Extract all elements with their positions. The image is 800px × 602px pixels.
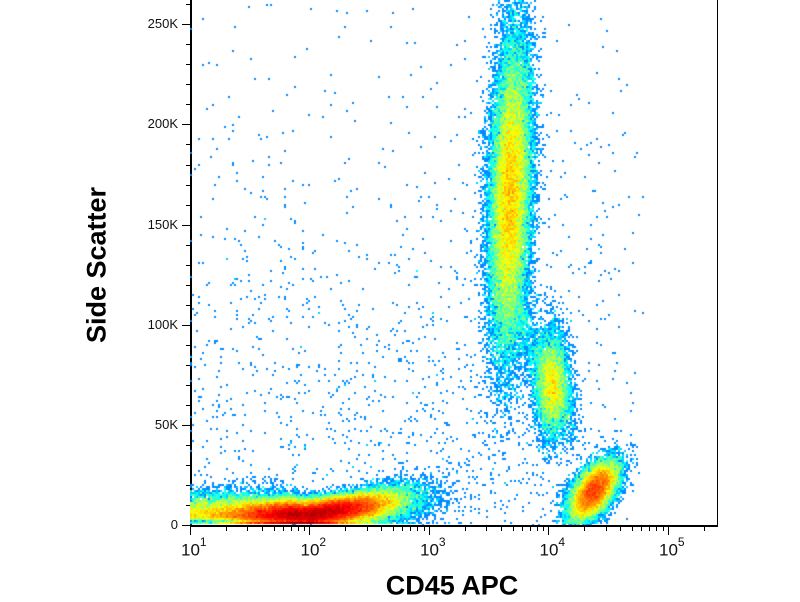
axis-tick [186, 344, 190, 346]
x-tick-exponent: 5 [677, 535, 685, 549]
x-tick-base: 10 [300, 540, 320, 560]
axis-tick [393, 527, 395, 531]
axis-tick [290, 527, 292, 531]
axis-tick [186, 284, 190, 286]
axis-tick [186, 504, 190, 506]
axis-tick [261, 527, 263, 531]
axis-tick [186, 384, 190, 386]
axis-tick [186, 404, 190, 406]
axis-tick [345, 527, 347, 531]
axis-tick [273, 527, 275, 531]
x-tick-base: 10 [181, 540, 200, 560]
axis-tick [500, 527, 502, 531]
axis-tick [662, 527, 664, 531]
axis-tick [182, 424, 190, 426]
axis-tick [620, 527, 622, 531]
axis-tick [464, 527, 466, 531]
axis-tick [186, 264, 190, 266]
axis-tick [529, 527, 531, 531]
x-tick-base: 10 [419, 540, 439, 560]
axis-tick [186, 84, 190, 86]
axis-tick [247, 527, 248, 531]
axis-tick [632, 527, 633, 531]
axis-tick [402, 527, 404, 531]
x-tick-exponent: 1 [199, 535, 207, 549]
x-tick-exponent: 3 [438, 535, 446, 549]
axis-tick [366, 527, 368, 531]
axis-tick [410, 527, 412, 531]
axis-tick [667, 527, 669, 535]
axis-tick [543, 527, 545, 531]
axis-tick [186, 104, 190, 106]
y-tick-label: 200K [147, 116, 178, 132]
axis-tick [512, 527, 514, 531]
axis-tick [536, 527, 538, 531]
axis-tick [225, 527, 227, 531]
x-axis-title: CD45 APC [385, 570, 519, 601]
x-tick-exponent: 4 [558, 535, 566, 549]
x-tick-label: 105 [658, 535, 685, 561]
axis-tick [703, 527, 705, 531]
axis-tick [417, 527, 419, 531]
axis-tick [186, 4, 190, 6]
x-tick-label: 104 [539, 535, 566, 561]
axis-tick [656, 527, 658, 531]
x-tick-label: 103 [419, 535, 446, 561]
axis-tick [186, 484, 190, 486]
y-tick-label: 100K [147, 316, 178, 332]
y-tick-label: 250K [147, 16, 178, 32]
axis-tick [186, 464, 190, 466]
y-tick-label: 50K [154, 416, 178, 432]
x-tick-label: 101 [181, 535, 207, 561]
axis-tick [186, 144, 190, 146]
axis-tick [423, 527, 425, 531]
axis-tick [186, 444, 190, 446]
axis-tick [182, 525, 190, 526]
axis-tick [584, 527, 586, 531]
axis-tick [309, 527, 311, 535]
y-tick-label: 0 [170, 517, 178, 532]
y-tick-label: 150K [147, 216, 178, 232]
axis-tick [282, 527, 284, 531]
axis-tick [186, 204, 190, 206]
axis-tick [186, 44, 190, 46]
axis-tick [186, 164, 190, 166]
axis-tick [521, 527, 523, 531]
x-tick-base: 10 [539, 540, 559, 560]
axis-tick [605, 527, 607, 531]
axis-tick [182, 324, 190, 326]
axis-tick [186, 364, 190, 366]
axis-tick [486, 527, 487, 531]
axis-tick [649, 527, 651, 531]
density-dots [190, 0, 718, 525]
axis-tick [641, 527, 643, 531]
axis-tick [186, 244, 190, 246]
y-axis-title: Side Scatter [81, 186, 112, 344]
axis-tick [428, 527, 430, 535]
axis-tick [297, 527, 299, 531]
x-tick-base: 10 [658, 540, 678, 560]
axis-tick [381, 527, 383, 531]
x-tick-exponent: 2 [319, 535, 327, 549]
axis-tick [304, 527, 306, 531]
x-tick-label: 102 [300, 535, 327, 561]
axis-tick [548, 527, 550, 535]
axis-tick [182, 124, 190, 126]
axis-tick [182, 24, 190, 26]
axis-tick [186, 184, 190, 186]
axis-tick [186, 304, 190, 306]
axis-tick [186, 64, 190, 66]
axis-tick [190, 527, 191, 535]
axis-tick [182, 224, 190, 226]
